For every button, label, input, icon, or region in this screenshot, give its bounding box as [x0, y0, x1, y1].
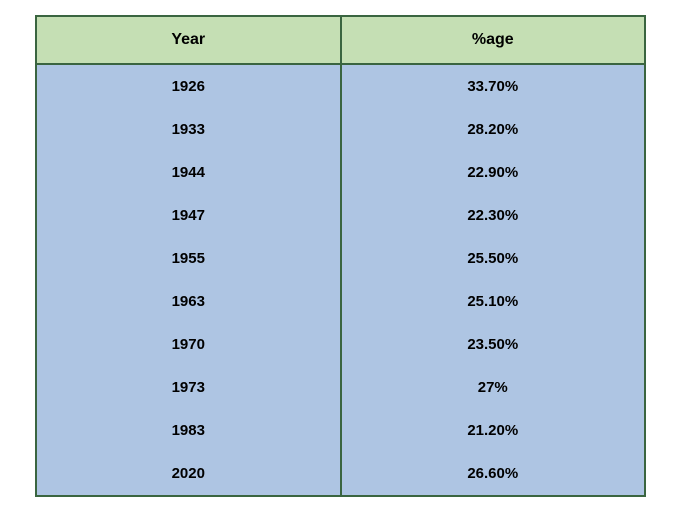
table-cell: 1926 [37, 65, 340, 108]
table-cell: 1963 [37, 280, 340, 323]
table-cell: 33.70% [342, 65, 645, 108]
table-header-row: Year %age [37, 17, 644, 63]
table-cell: 1983 [37, 409, 340, 452]
column-header-percentage: %age [342, 17, 645, 63]
table-cell: 21.20% [342, 409, 645, 452]
table-cell: 22.90% [342, 151, 645, 194]
table-cell: 27% [342, 366, 645, 409]
table-cell: 25.50% [342, 237, 645, 280]
year-column: 1926 1933 1944 1947 1955 1963 1970 1973 … [37, 63, 342, 495]
table-cell: 28.20% [342, 108, 645, 151]
table-body: 1926 1933 1944 1947 1955 1963 1970 1973 … [37, 63, 644, 495]
table-cell: 1944 [37, 151, 340, 194]
table-cell: 1970 [37, 323, 340, 366]
table-cell: 22.30% [342, 194, 645, 237]
table-cell: 1955 [37, 237, 340, 280]
table-cell: 1933 [37, 108, 340, 151]
table-cell: 1947 [37, 194, 340, 237]
table-cell: 26.60% [342, 452, 645, 495]
table-cell: 23.50% [342, 323, 645, 366]
table-cell: 1973 [37, 366, 340, 409]
table-cell: 25.10% [342, 280, 645, 323]
table-cell: 2020 [37, 452, 340, 495]
percentage-column: 33.70% 28.20% 22.90% 22.30% 25.50% 25.10… [342, 63, 645, 495]
data-table: Year %age 1926 1933 1944 1947 1955 1963 … [35, 15, 646, 497]
column-header-year: Year [37, 17, 342, 63]
